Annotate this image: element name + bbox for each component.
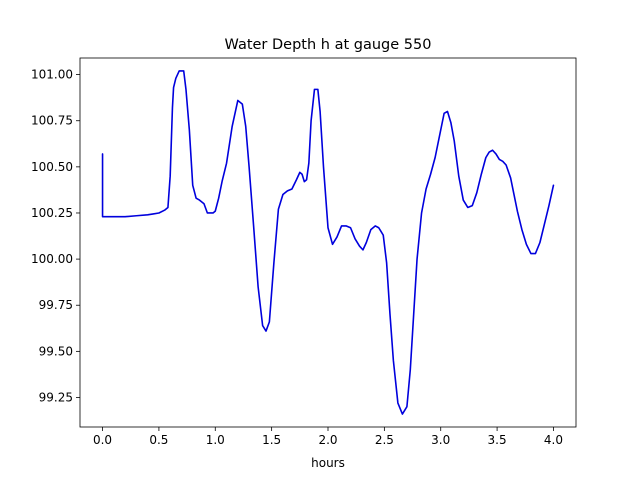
x-tick-label: 0.5 — [149, 433, 168, 447]
y-tick-label: 99.25 — [39, 390, 73, 404]
x-tick-label: 3.0 — [431, 433, 450, 447]
x-tick-label: 4.0 — [544, 433, 563, 447]
y-tick-label: 100.50 — [31, 160, 73, 174]
y-tick-label: 100.25 — [31, 206, 73, 220]
y-tick-label: 99.75 — [39, 298, 73, 312]
y-tick-label: 101.00 — [31, 68, 73, 82]
x-tick-label: 1.0 — [206, 433, 225, 447]
y-tick-label: 100.00 — [31, 252, 73, 266]
axes-frame — [79, 57, 577, 428]
x-tick-label: 2.0 — [318, 433, 337, 447]
series-line-0 — [101, 70, 555, 415]
x-tick-label: 1.5 — [262, 433, 281, 447]
chart-title: Water Depth h at gauge 550 — [225, 37, 432, 53]
x-tick-label: 3.5 — [488, 433, 507, 447]
x-axis-label: hours — [311, 456, 345, 470]
plot-area: 0.0 0.5 1.0 1.5 2.0 2.5 3.0 3.5 4.0 99.25 99.50 99.… — [31, 57, 577, 447]
y-tick-label: 99.50 — [39, 344, 73, 358]
x-tick-label: 2.5 — [375, 433, 394, 447]
y-tick-label: 100.75 — [31, 114, 73, 128]
x-tick-label: 0.0 — [93, 433, 112, 447]
